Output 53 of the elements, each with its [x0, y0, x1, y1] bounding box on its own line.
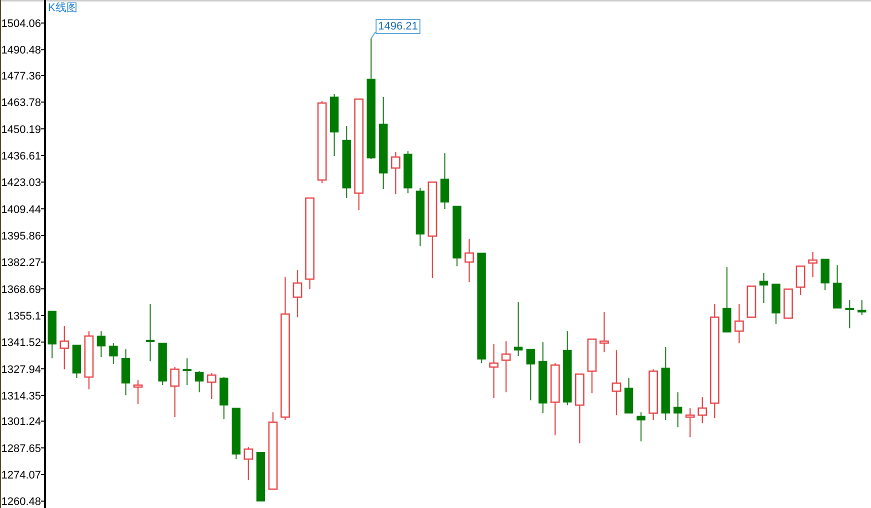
candlestick [96, 330, 106, 358]
y-tick-label: 1504.06 [1, 18, 41, 30]
candlestick [60, 325, 70, 370]
candlestick [182, 358, 192, 386]
candlestick [390, 152, 400, 195]
chart-title: K线图 [48, 1, 78, 14]
y-tick-label: 1436.61 [1, 150, 41, 162]
candlestick [244, 446, 254, 481]
y-tick-label: 1382.27 [1, 257, 41, 270]
candlestick [636, 412, 646, 442]
candlestick [146, 303, 155, 362]
y-tick-label: 1423.03 [1, 177, 41, 190]
candlestick [489, 343, 499, 399]
y-tick-label: 1409.44 [1, 204, 41, 216]
candlestick [440, 152, 450, 210]
candlestick [170, 366, 180, 418]
y-tick-label: 1287.65 [1, 442, 41, 455]
y-tick-label: 1327.94 [1, 364, 41, 376]
candlestick [673, 392, 682, 428]
candlestick [109, 342, 118, 365]
candlestick [858, 300, 866, 316]
candlestick [195, 370, 204, 393]
candlestick [722, 266, 732, 333]
candlestick [292, 269, 302, 318]
candlestick [133, 380, 143, 405]
y-tick-label: 1355.1 [7, 310, 41, 322]
y-tick-label: 1314.35 [1, 390, 41, 402]
candlestick [464, 238, 474, 283]
candlestick [820, 258, 830, 291]
y-tick-label: 1477.36 [1, 70, 41, 82]
candlestick [698, 396, 708, 424]
y-tick-label: 1301.24 [1, 416, 41, 428]
candlestick [612, 350, 622, 416]
y-tick-label: 1463.78 [1, 97, 41, 110]
candlestick [734, 303, 744, 344]
y-tick-label: 1368.69 [1, 284, 41, 296]
y-tick-label: 1490.48 [1, 44, 41, 57]
y-tick-label: 1450.19 [1, 124, 41, 136]
candlestick [526, 348, 535, 401]
candlestick [501, 340, 511, 393]
candlestick [759, 272, 768, 304]
candlestick [514, 301, 523, 357]
candlestick [600, 312, 609, 353]
y-tick-label: 1260.48 [1, 496, 41, 508]
candlestick [808, 251, 818, 278]
y-tick-label: 1274.07 [1, 469, 41, 482]
y-tick-label: 1395.86 [1, 230, 41, 242]
candlestick [845, 300, 854, 329]
candlestick [206, 372, 216, 400]
y-tick-label: 1341.52 [1, 337, 41, 350]
candlestick [685, 407, 695, 438]
candlestick [796, 266, 806, 296]
annotation: 1496.21 [378, 20, 418, 32]
